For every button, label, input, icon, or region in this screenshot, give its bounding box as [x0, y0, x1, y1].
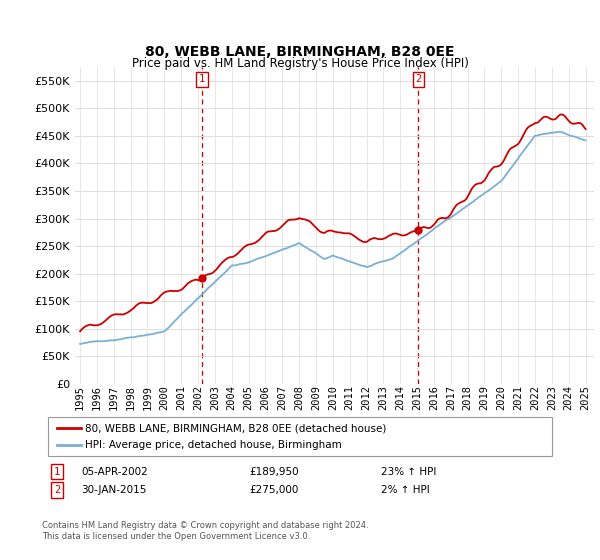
Text: £189,950: £189,950: [249, 466, 299, 477]
Text: 2% ↑ HPI: 2% ↑ HPI: [381, 485, 430, 495]
Text: 05-APR-2002: 05-APR-2002: [81, 466, 148, 477]
Text: HPI: Average price, detached house, Birmingham: HPI: Average price, detached house, Birm…: [85, 440, 342, 450]
Text: 80, WEBB LANE, BIRMINGHAM, B28 0EE (detached house): 80, WEBB LANE, BIRMINGHAM, B28 0EE (deta…: [85, 423, 386, 433]
Text: 1: 1: [54, 466, 60, 477]
Text: This data is licensed under the Open Government Licence v3.0.: This data is licensed under the Open Gov…: [42, 532, 310, 541]
Text: 1: 1: [199, 74, 205, 85]
Text: Price paid vs. HM Land Registry's House Price Index (HPI): Price paid vs. HM Land Registry's House …: [131, 57, 469, 70]
Text: 80, WEBB LANE, BIRMINGHAM, B28 0EE: 80, WEBB LANE, BIRMINGHAM, B28 0EE: [145, 45, 455, 59]
Text: 2: 2: [54, 485, 60, 495]
Text: 30-JAN-2015: 30-JAN-2015: [81, 485, 146, 495]
Text: 2: 2: [415, 74, 422, 85]
Text: £275,000: £275,000: [249, 485, 298, 495]
Text: Contains HM Land Registry data © Crown copyright and database right 2024.: Contains HM Land Registry data © Crown c…: [42, 521, 368, 530]
Text: 23% ↑ HPI: 23% ↑ HPI: [381, 466, 436, 477]
